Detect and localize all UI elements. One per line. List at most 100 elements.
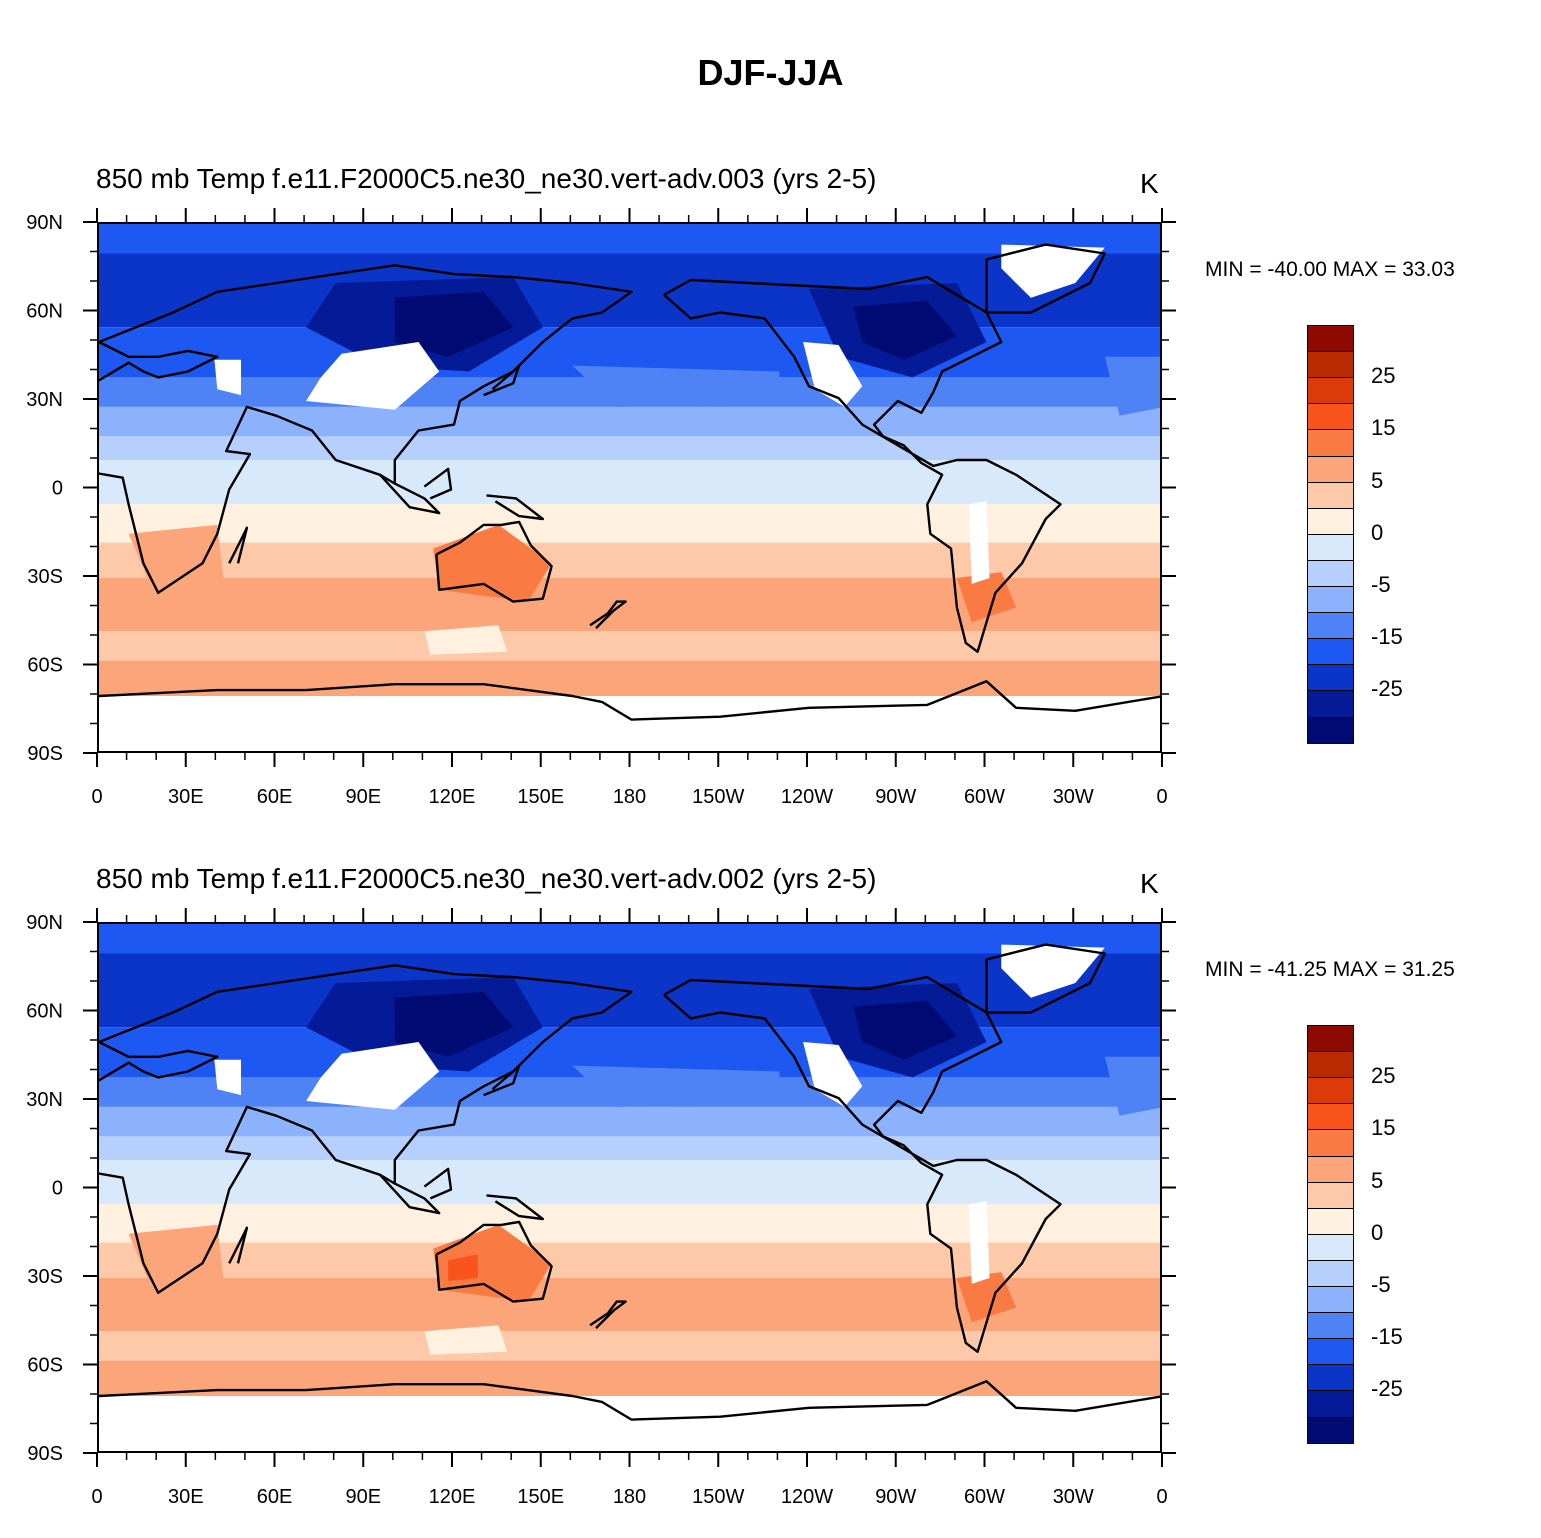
missing-data-region xyxy=(214,1059,241,1096)
panel-units: K xyxy=(1140,168,1159,199)
y-tick-label: 90S xyxy=(27,743,63,765)
x-tick-label: 150W xyxy=(692,1486,744,1508)
colorbar-box xyxy=(1307,1077,1354,1105)
coastline xyxy=(486,494,544,521)
field-region xyxy=(433,524,552,602)
coastline xyxy=(99,1380,1160,1421)
map-panel-1: 850 mb Temp f.e11.F2000C5.ne30_ne30.vert-… xyxy=(0,0,1541,808)
field-region xyxy=(128,524,224,590)
colorbar-label: 25 xyxy=(1371,1063,1396,1089)
y-tick-label: 90N xyxy=(26,912,63,934)
colorbar-box xyxy=(1307,377,1354,405)
colorbar-box xyxy=(1307,1364,1354,1392)
field-region xyxy=(394,991,514,1057)
field-region xyxy=(394,291,514,357)
colorbar-box xyxy=(1307,1207,1354,1236)
colorbar-label: 25 xyxy=(1371,363,1396,389)
x-tick-label: 120E xyxy=(429,1486,476,1508)
colorbar-box xyxy=(1307,1051,1354,1079)
coastline xyxy=(423,1167,453,1200)
coastline xyxy=(379,1173,441,1215)
colorbar-label: 0 xyxy=(1371,1219,1384,1245)
field-region xyxy=(853,1000,957,1060)
x-tick-label: 150W xyxy=(692,786,744,808)
coastline xyxy=(985,243,1106,314)
field-region xyxy=(572,1065,780,1107)
y-tick-label: 30N xyxy=(26,389,63,411)
panel-case-title: f.e11.F2000C5.ne30_ne30.vert-adv.003 (yr… xyxy=(272,163,877,194)
colorbar-label: 5 xyxy=(1371,467,1384,493)
panel-variable-title: 850 mb Temp xyxy=(96,163,266,194)
y-tick-label: 60S xyxy=(27,1355,63,1377)
field-region xyxy=(853,300,957,360)
field-region xyxy=(1104,356,1160,416)
field-region xyxy=(448,1254,478,1281)
colorbar-box xyxy=(1307,481,1354,510)
field-region xyxy=(424,1325,508,1355)
colorbar-box xyxy=(1307,1181,1354,1210)
colorbar-label: -15 xyxy=(1371,624,1403,650)
coastline xyxy=(589,600,627,629)
missing-data-region xyxy=(214,359,241,396)
colorbar-box xyxy=(1307,1312,1354,1340)
panel-case-title: f.e11.F2000C5.ne30_ne30.vert-adv.002 (yr… xyxy=(272,863,877,894)
field-region xyxy=(572,365,780,407)
colorbar-label: 5 xyxy=(1371,1167,1384,1193)
x-tick-label: 150E xyxy=(517,1486,564,1508)
colorbar-box xyxy=(1307,455,1354,484)
colorbar-box xyxy=(1307,1103,1354,1131)
colorbar-box xyxy=(1307,1286,1354,1314)
y-tick-label: 30N xyxy=(26,1089,63,1111)
missing-data-region xyxy=(1001,244,1105,298)
x-tick-label: 180 xyxy=(613,786,646,808)
colorbar-box xyxy=(1307,690,1354,718)
coastline xyxy=(228,1226,249,1264)
map-axes: 0 30E 60E 90E 120E 150E 180 150W 120W 90W 60W 30W 0 9… xyxy=(26,208,1176,808)
coastline xyxy=(483,364,521,397)
map-plot-area xyxy=(97,922,1162,1453)
y-tick-label: 60N xyxy=(26,1001,63,1023)
colorbar-label: -25 xyxy=(1371,676,1403,702)
x-tick-label: 120E xyxy=(429,786,476,808)
colorbar-box xyxy=(1307,429,1354,457)
colorbar-box xyxy=(1307,1338,1354,1366)
colorbar-box xyxy=(1307,716,1354,745)
contour-map xyxy=(99,924,1160,1451)
colorbar-label: -5 xyxy=(1371,1272,1391,1297)
x-tick-label: 60W xyxy=(964,1486,1005,1508)
x-tick-label: 0 xyxy=(1156,786,1167,808)
coastline xyxy=(99,264,633,594)
field-band xyxy=(99,1160,1160,1205)
figure-title: DJF-JJA xyxy=(697,52,844,93)
colorbar-box xyxy=(1307,507,1354,536)
y-tick-label: 60S xyxy=(27,655,63,677)
colorbar-box xyxy=(1307,1155,1354,1184)
contour-map xyxy=(99,224,1160,751)
field-region xyxy=(128,1224,224,1290)
x-tick-label: 120W xyxy=(781,786,833,808)
x-tick-label: 30E xyxy=(168,1486,204,1508)
coastline xyxy=(435,520,553,603)
field-band xyxy=(99,460,1160,505)
field-region xyxy=(1104,1056,1160,1116)
missing-data-region xyxy=(968,1201,990,1284)
missing-data-region xyxy=(306,1042,440,1110)
coastline xyxy=(483,1064,521,1097)
field-region xyxy=(424,625,508,655)
missing-data-region xyxy=(99,696,1160,751)
field-band xyxy=(99,406,1160,437)
x-tick-label: 0 xyxy=(91,786,102,808)
field-band xyxy=(99,1106,1160,1137)
map-axes: 0 30E 60E 90E 120E 150E 180 150W 120W 90W 60W 30W 0 9… xyxy=(26,908,1176,1508)
field-band xyxy=(99,924,1160,954)
colorbar-box xyxy=(1307,1129,1354,1157)
missing-data-region xyxy=(99,1396,1160,1451)
colorbar-label: 0 xyxy=(1371,519,1384,545)
x-tick-label: 30W xyxy=(1053,1486,1094,1508)
x-tick-label: 30W xyxy=(1053,786,1094,808)
colorbar-box xyxy=(1307,664,1354,692)
x-tick-label: 60W xyxy=(964,786,1005,808)
x-tick-label: 150E xyxy=(517,786,564,808)
y-tick-label: 90S xyxy=(27,1443,63,1465)
coastline xyxy=(423,467,453,500)
